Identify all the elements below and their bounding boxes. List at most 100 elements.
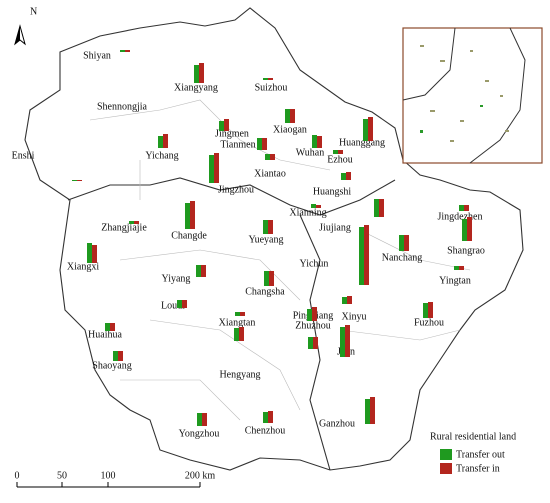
scale-bar: 0 50 100 200 km bbox=[15, 470, 215, 488]
bar-transfer-out bbox=[454, 266, 459, 270]
north-label: N bbox=[30, 6, 37, 17]
city-label: Huangshi bbox=[313, 186, 352, 197]
legend-swatch bbox=[440, 463, 452, 474]
bar-transfer-out bbox=[129, 221, 134, 224]
city-label: Shiyan bbox=[83, 50, 111, 61]
bar-transfer-out bbox=[365, 399, 370, 424]
city-label: Xiangxi bbox=[67, 261, 99, 272]
city-label: Yiyang bbox=[162, 273, 191, 284]
bar-transfer-out bbox=[105, 323, 110, 331]
north-arrow: N bbox=[14, 6, 37, 46]
city-label: Jiujiang bbox=[319, 222, 351, 233]
bar-transfer-in bbox=[459, 266, 464, 270]
bar-transfer-out bbox=[235, 312, 240, 316]
bar-transfer-out bbox=[333, 150, 338, 154]
bar-transfer-in bbox=[240, 312, 245, 316]
scale-label: 0 bbox=[15, 470, 20, 481]
bar-transfer-in bbox=[368, 117, 373, 141]
bar-transfer-out bbox=[72, 180, 77, 181]
bar-transfer-in bbox=[338, 150, 343, 154]
base-map bbox=[24, 7, 524, 471]
city-label: Xiaogan bbox=[273, 124, 307, 135]
legend-label: Transfer out bbox=[456, 449, 505, 460]
bar-transfer-in bbox=[428, 302, 433, 318]
bar-transfer-in bbox=[268, 220, 273, 234]
city-label: Yingtan bbox=[439, 275, 471, 286]
bar-transfer-out bbox=[120, 50, 125, 52]
city-label: Jingdezhen bbox=[438, 211, 483, 222]
bar-transfer-in bbox=[317, 136, 322, 148]
bar-transfer-out bbox=[197, 413, 202, 426]
bar-transfer-out bbox=[342, 297, 347, 304]
city-label: Yueyang bbox=[249, 234, 284, 245]
bar-transfer-out bbox=[263, 220, 268, 234]
bar-transfer-in bbox=[201, 265, 206, 277]
legend-label: Transfer in bbox=[456, 463, 500, 474]
bar-transfer-in bbox=[262, 138, 267, 150]
bar-transfer-out bbox=[374, 199, 379, 217]
city-label: Hengyang bbox=[219, 369, 260, 380]
bar-transfer-out bbox=[87, 243, 92, 263]
city-label: Tianmen bbox=[220, 139, 255, 150]
bar-transfer-out bbox=[340, 327, 345, 357]
bar-transfer-in bbox=[290, 109, 295, 123]
city-label: Shennongjia bbox=[97, 101, 148, 112]
bar-transfer-out bbox=[459, 205, 464, 211]
inset bbox=[402, 27, 543, 164]
city-label: Ganzhou bbox=[319, 418, 355, 429]
bar-transfer-out bbox=[265, 154, 270, 160]
city-label: Zhuzhou bbox=[295, 320, 331, 331]
bar-transfer-out bbox=[462, 219, 467, 241]
bar-transfer-in bbox=[364, 225, 369, 285]
bar-transfer-in bbox=[404, 235, 409, 251]
bar-transfer-in bbox=[312, 307, 317, 321]
bar-transfer-in bbox=[224, 119, 229, 131]
city-label: Xiantao bbox=[254, 168, 286, 179]
bar-transfer-out bbox=[257, 138, 262, 150]
bar-transfer-out bbox=[234, 328, 239, 341]
legend: Rural residential land Transfer out Tran… bbox=[430, 431, 516, 474]
city-label: Shangrao bbox=[447, 245, 485, 256]
bar-transfer-out bbox=[312, 135, 317, 148]
city-label: Fuzhou bbox=[414, 317, 444, 328]
city-label: Chenzhou bbox=[245, 425, 286, 436]
legend-title: Rural residential land bbox=[430, 431, 516, 442]
bar-transfer-in bbox=[316, 205, 321, 208]
bar-transfer-out bbox=[311, 204, 316, 208]
bar-transfer-out bbox=[209, 155, 214, 183]
bar-transfer-in bbox=[313, 337, 318, 349]
bar-transfer-out bbox=[185, 203, 190, 229]
bar-transfer-in bbox=[110, 323, 115, 331]
bar-transfer-in bbox=[467, 217, 472, 241]
city-label: Zhangjiajie bbox=[101, 222, 147, 233]
bar-transfer-out bbox=[285, 109, 290, 123]
city-label: Ezhou bbox=[327, 154, 353, 165]
bar-transfer-out bbox=[423, 303, 428, 318]
city-label: Yongzhou bbox=[179, 428, 220, 439]
bar-transfer-in bbox=[269, 271, 274, 286]
city-label: Shaoyang bbox=[92, 360, 131, 371]
bar-transfer-in bbox=[125, 50, 130, 52]
bar-transfer-out bbox=[263, 78, 268, 80]
city-label: Jingzhou bbox=[218, 184, 254, 195]
bar-transfer-out bbox=[194, 65, 199, 83]
bar-transfer-in bbox=[268, 411, 273, 423]
bar-transfer-out bbox=[158, 136, 163, 148]
city-label: Changsha bbox=[245, 286, 285, 297]
bar-transfer-in bbox=[346, 172, 351, 180]
bar-transfer-in bbox=[163, 134, 168, 148]
bar-transfer-out bbox=[341, 173, 346, 180]
bar-transfer-in bbox=[77, 180, 82, 181]
bar-transfer-out bbox=[263, 412, 268, 423]
bar-transfer-in bbox=[202, 413, 207, 426]
city-label: Loudi bbox=[161, 300, 185, 311]
bar-transfer-in bbox=[214, 153, 219, 183]
city-label: Wuhan bbox=[296, 147, 324, 158]
bar-transfer-out bbox=[363, 119, 368, 141]
bar-transfer-in bbox=[239, 327, 244, 341]
bar-transfer-in bbox=[270, 154, 275, 160]
bar-transfer-out bbox=[399, 235, 404, 251]
scale-label: 50 bbox=[57, 470, 67, 481]
city-label: Yichang bbox=[145, 150, 178, 161]
city-label: Jingmen bbox=[215, 128, 249, 139]
